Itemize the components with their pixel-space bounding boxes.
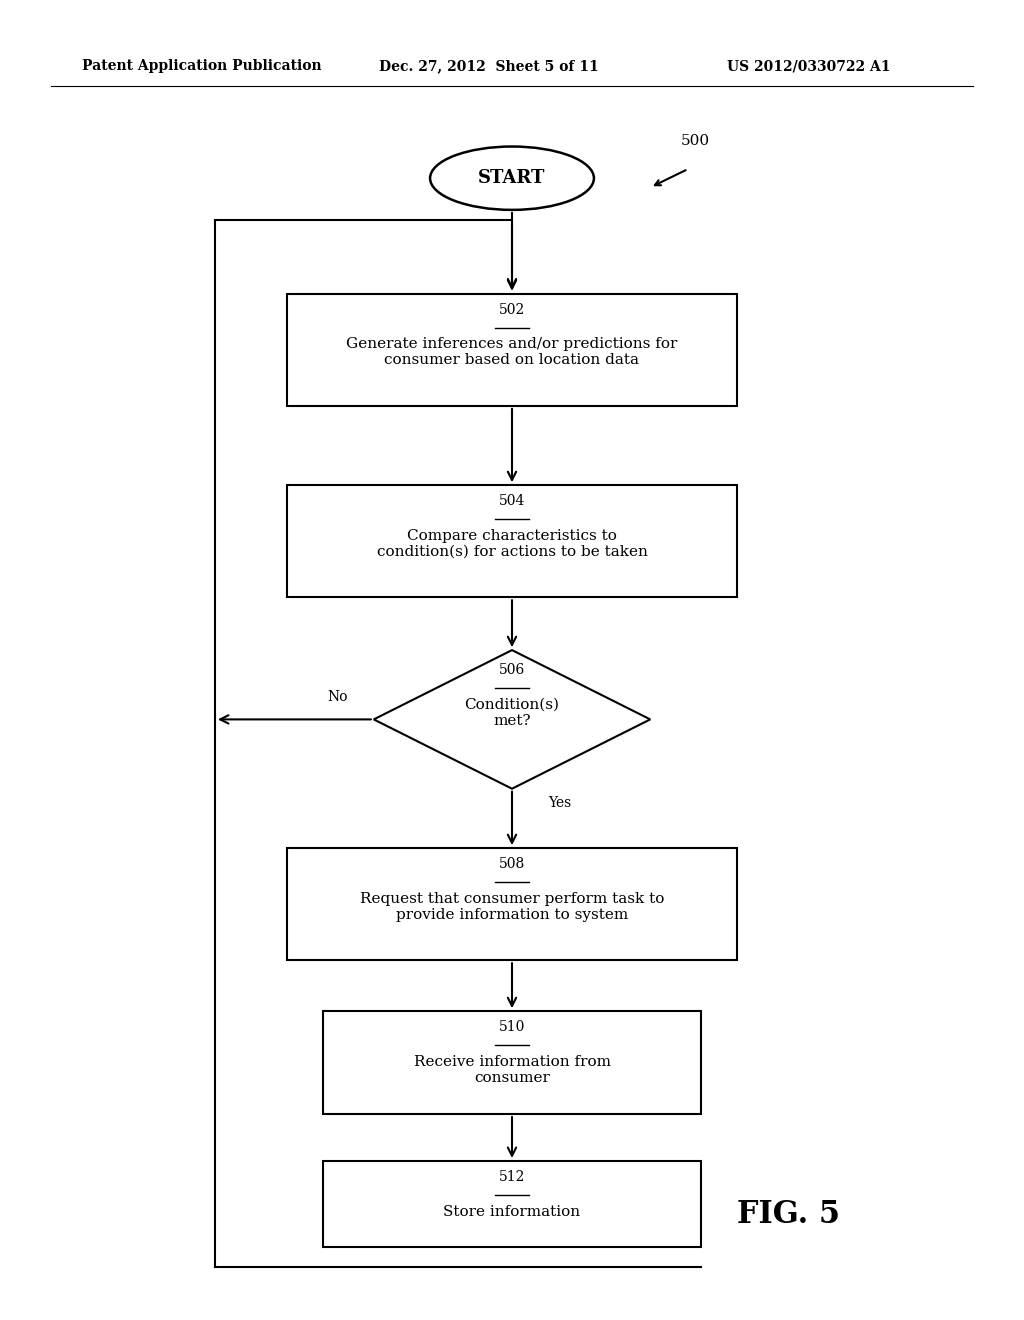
Text: Store information: Store information: [443, 1204, 581, 1218]
Bar: [323, 1162, 701, 1246]
Text: 502: 502: [499, 304, 525, 317]
Text: 512: 512: [499, 1171, 525, 1184]
Text: 510: 510: [499, 1020, 525, 1035]
Text: Dec. 27, 2012  Sheet 5 of 11: Dec. 27, 2012 Sheet 5 of 11: [379, 59, 599, 74]
Bar: [323, 1011, 701, 1114]
Text: US 2012/0330722 A1: US 2012/0330722 A1: [727, 59, 891, 74]
Text: 504: 504: [499, 495, 525, 508]
Text: No: No: [328, 689, 348, 704]
Text: Condition(s)
met?: Condition(s) met?: [465, 698, 559, 727]
Text: FIG. 5: FIG. 5: [737, 1200, 841, 1230]
Text: 508: 508: [499, 858, 525, 871]
Text: Patent Application Publication: Patent Application Publication: [82, 59, 322, 74]
Bar: [287, 294, 737, 407]
Text: Request that consumer perform task to
provide information to system: Request that consumer perform task to pr…: [359, 892, 665, 921]
Bar: [287, 847, 737, 961]
Text: START: START: [478, 169, 546, 187]
Text: Compare characteristics to
condition(s) for actions to be taken: Compare characteristics to condition(s) …: [377, 529, 647, 558]
Bar: [287, 486, 737, 597]
Text: Receive information from
consumer: Receive information from consumer: [414, 1055, 610, 1085]
Text: 506: 506: [499, 663, 525, 677]
Text: 500: 500: [681, 133, 710, 148]
Text: Yes: Yes: [548, 796, 571, 809]
Text: Generate inferences and/or predictions for
consumer based on location data: Generate inferences and/or predictions f…: [346, 338, 678, 367]
